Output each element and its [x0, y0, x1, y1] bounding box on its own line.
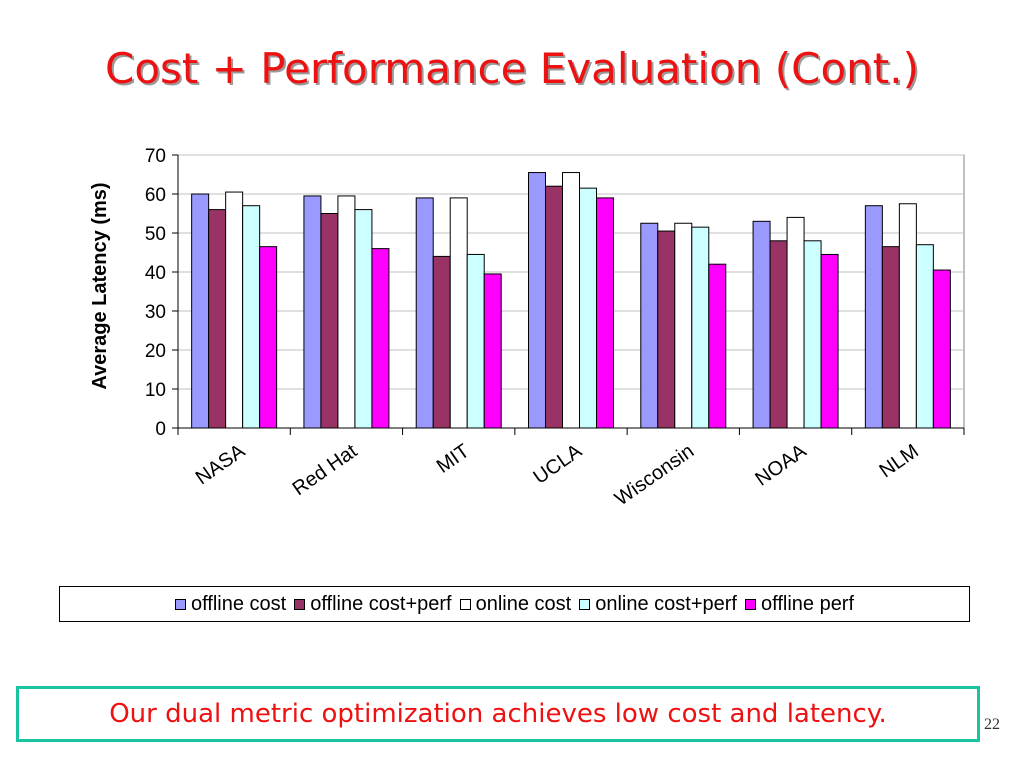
bar-offline-cost — [528, 172, 546, 429]
bar-chart: 0 10 20 30 40 50 60 70 NASA Red Hat MIT UCLA Wiscons… — [89, 146, 965, 510]
bar-offline-cost-perf — [657, 230, 676, 429]
x-category-label: Wisconsin — [611, 440, 698, 510]
callout-box: Our dual metric optimization achieves lo… — [16, 686, 980, 742]
bar-series — [191, 172, 951, 429]
page-number: 22 — [984, 716, 1000, 733]
bar-offline-perf — [483, 273, 502, 429]
bar-offline-perf — [820, 253, 839, 429]
bar-online-cost-perf — [242, 205, 261, 429]
legend-label: online cost+perf — [595, 592, 737, 615]
bar-offline-cost — [415, 197, 434, 429]
bar-offline-cost-perf — [320, 213, 339, 429]
y-tick-label: 60 — [145, 185, 166, 206]
bar-online-cost — [786, 216, 805, 429]
legend-item: offline cost — [174, 592, 287, 616]
bar-offline-perf — [708, 263, 727, 429]
bar-offline-perf — [596, 197, 614, 429]
bar-offline-cost-perf — [432, 255, 451, 429]
bar-offline-cost — [191, 193, 210, 429]
bar-offline-cost-perf — [881, 246, 900, 429]
bar-online-cost-perf — [691, 226, 710, 429]
x-category-label: UCLA — [530, 440, 587, 489]
bar-offline-cost — [752, 220, 771, 429]
bar-offline-cost-perf — [769, 240, 788, 429]
x-category-label: NOAA — [751, 440, 811, 491]
bar-offline-cost-perf — [545, 185, 563, 429]
legend-swatch — [294, 598, 306, 610]
y-tick-label: 0 — [155, 419, 166, 440]
legend-item: offline perf — [745, 593, 854, 616]
legend-label: offline cost — [190, 592, 287, 615]
bar-offline-perf — [259, 246, 278, 429]
legend-item: online cost+perf — [579, 593, 737, 616]
legend-item: offline cost+perf — [294, 592, 452, 616]
x-category-label: Red Hat — [289, 440, 362, 500]
legend-swatch — [174, 598, 186, 610]
y-axis-title: Average Latency (ms) — [89, 182, 111, 389]
y-tick-label: 50 — [145, 224, 166, 245]
legend-swatch — [459, 598, 471, 610]
legend-label: online cost — [475, 592, 572, 615]
y-tick-label: 40 — [145, 263, 166, 284]
callout-text: Our dual metric optimization achieves lo… — [109, 699, 887, 729]
legend-label: offline perf — [761, 592, 855, 615]
y-tick-label: 20 — [145, 341, 166, 362]
x-category-label: NLM — [876, 440, 923, 482]
bar-online-cost — [562, 172, 580, 429]
bar-online-cost — [898, 203, 917, 429]
bar-offline-cost — [640, 222, 659, 429]
legend-swatch — [745, 598, 756, 610]
y-tick-label: 10 — [145, 380, 166, 401]
bar-online-cost-perf — [354, 209, 373, 429]
bar-offline-cost — [864, 205, 883, 429]
y-tick-label: 30 — [145, 302, 166, 323]
legend-swatch — [579, 598, 591, 610]
bar-online-cost — [225, 191, 244, 429]
bar-offline-perf — [932, 269, 951, 429]
legend-item: online cost — [459, 592, 572, 616]
y-tick-label: 70 — [145, 146, 166, 167]
bar-offline-cost-perf — [208, 209, 227, 429]
bar-offline-perf — [371, 248, 390, 429]
x-category-label: NASA — [192, 440, 250, 490]
chart-legend: offline cost offline cost+perf online cost… — [59, 586, 970, 622]
legend-label: offline cost+perf — [310, 592, 452, 615]
slide-title: Cost + Performance Evaluation (Cont.) — [105, 44, 919, 93]
bar-online-cost-perf — [915, 244, 934, 429]
bar-online-cost — [337, 195, 356, 429]
x-category-label: MIT — [433, 440, 474, 478]
bar-online-cost-perf — [466, 253, 485, 429]
bar-offline-cost — [303, 195, 322, 429]
bar-online-cost-perf — [803, 240, 822, 429]
bar-online-cost-perf — [579, 187, 597, 429]
bar-online-cost — [449, 197, 468, 429]
bar-online-cost — [674, 222, 693, 429]
